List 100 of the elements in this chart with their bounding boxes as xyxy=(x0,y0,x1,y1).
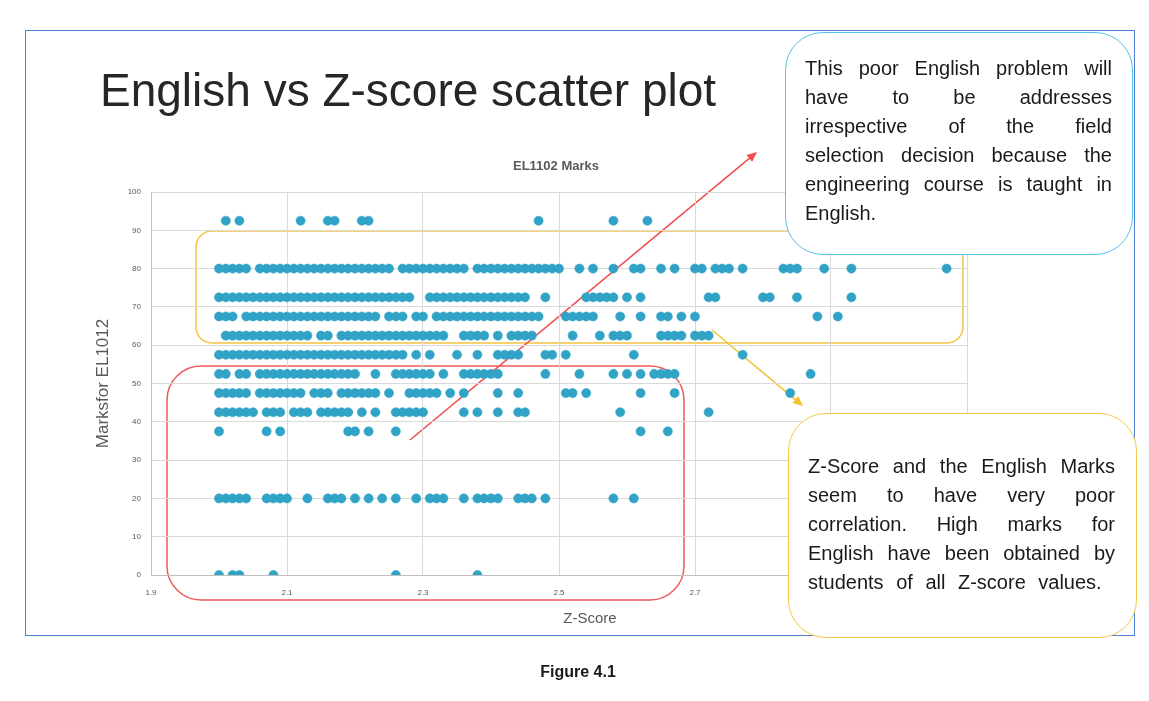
y-axis-title: Marksfor EL1012 xyxy=(92,318,112,449)
point xyxy=(370,311,381,322)
point xyxy=(615,407,626,418)
point xyxy=(356,407,367,418)
y-tick-label: 90 xyxy=(132,225,142,235)
caption: Figure 4.1 xyxy=(539,662,617,682)
point xyxy=(472,349,483,360)
point xyxy=(282,493,292,504)
point xyxy=(635,369,646,379)
point xyxy=(635,311,646,322)
point xyxy=(608,215,619,226)
y-tick-label: 30 xyxy=(132,455,142,465)
point xyxy=(513,388,524,398)
y-tick-label: 20 xyxy=(132,493,142,503)
point xyxy=(520,292,530,303)
point xyxy=(567,330,578,341)
y-tick-label: 10 xyxy=(132,531,142,541)
point xyxy=(452,349,462,360)
x-tick-label: 2.3 xyxy=(417,588,430,597)
point xyxy=(438,369,449,379)
point xyxy=(812,311,823,322)
point xyxy=(248,407,258,418)
point xyxy=(520,407,530,418)
point xyxy=(540,292,551,303)
point xyxy=(492,407,503,418)
point xyxy=(622,369,632,379)
point xyxy=(350,369,360,379)
point xyxy=(737,349,748,360)
point xyxy=(390,493,401,504)
point xyxy=(261,426,272,437)
y-tick-label: 0 xyxy=(136,570,142,580)
y-tick-label: 100 xyxy=(127,187,142,197)
point xyxy=(295,215,306,226)
y-tick-label: 50 xyxy=(132,378,142,388)
point xyxy=(513,349,524,360)
point xyxy=(574,369,585,379)
point xyxy=(642,215,653,226)
y-tick-label: 60 xyxy=(132,340,142,350)
point xyxy=(411,493,422,504)
point xyxy=(370,369,381,379)
point xyxy=(608,493,619,504)
x-tick-label: 1.9 xyxy=(145,588,158,597)
point xyxy=(588,311,598,322)
point xyxy=(628,349,639,360)
y-tick-label: 40 xyxy=(132,417,142,426)
point xyxy=(690,311,700,322)
point xyxy=(635,292,646,303)
chart-subtitle: EL1102 Marks xyxy=(512,157,600,175)
point xyxy=(832,311,843,322)
point xyxy=(479,330,490,341)
x-axis-title: Z-Score xyxy=(562,609,618,627)
point xyxy=(458,493,469,504)
point xyxy=(302,330,313,341)
point xyxy=(458,407,469,418)
point xyxy=(635,426,646,437)
point xyxy=(540,369,551,379)
point xyxy=(302,493,313,504)
point xyxy=(540,493,551,504)
point xyxy=(343,407,354,418)
point xyxy=(241,493,252,504)
point xyxy=(615,311,626,322)
point xyxy=(533,215,544,226)
point xyxy=(676,311,687,322)
point xyxy=(472,407,483,418)
point xyxy=(622,330,632,341)
point xyxy=(669,388,680,398)
point xyxy=(377,493,388,504)
point xyxy=(622,292,632,303)
point xyxy=(458,388,469,398)
point xyxy=(390,426,401,437)
point xyxy=(220,215,231,226)
point xyxy=(594,330,605,341)
point xyxy=(662,426,673,437)
point xyxy=(628,493,639,504)
point xyxy=(635,388,646,398)
point xyxy=(350,493,360,504)
annotation: This poor English problem will have to be addresses irrespective of the field selection decision because the engineering course is taught in English. xyxy=(805,56,1112,226)
point xyxy=(424,349,435,360)
point xyxy=(560,349,571,360)
point xyxy=(275,407,286,418)
point xyxy=(608,369,619,379)
point xyxy=(676,330,687,341)
point xyxy=(418,407,428,418)
point xyxy=(234,215,245,226)
point xyxy=(703,407,714,418)
point xyxy=(445,388,456,398)
point xyxy=(438,330,449,341)
y-tick-label: 70 xyxy=(132,302,142,312)
annotation: Z-Score and the English Marks seem to have very poor correlation. High marks for English have been obtained by students of all Z-score values. xyxy=(808,454,1115,595)
point xyxy=(785,388,796,398)
point xyxy=(363,493,374,504)
point xyxy=(418,311,428,322)
y-tick-label: 80 xyxy=(132,263,142,273)
point xyxy=(846,292,857,303)
point xyxy=(363,426,374,437)
point xyxy=(370,407,381,418)
point xyxy=(384,388,394,398)
point xyxy=(792,292,802,303)
point xyxy=(350,426,360,437)
point xyxy=(492,388,503,398)
